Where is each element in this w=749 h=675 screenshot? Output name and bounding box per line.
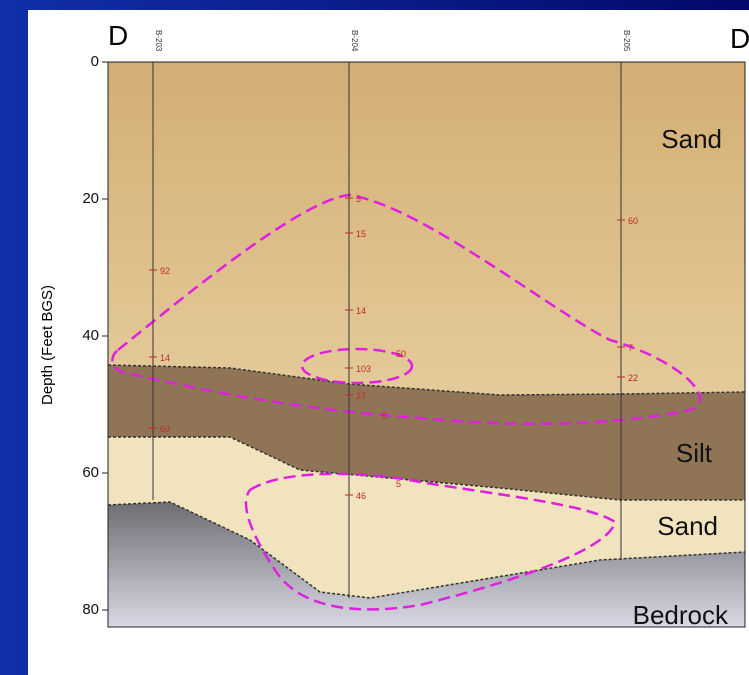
- depth-tick-label: 0: [91, 53, 99, 70]
- boring-label: B-204: [350, 30, 359, 52]
- section-end-label: D': [730, 23, 749, 54]
- contour: [300, 347, 414, 385]
- bedrock: [108, 502, 745, 627]
- lower-sand: [108, 437, 745, 598]
- contour: [244, 472, 617, 611]
- depth-tick-label: 60: [82, 464, 99, 481]
- sample-value: 103: [356, 364, 371, 374]
- depth-tick-label: 40: [82, 327, 99, 344]
- sample-value: 7: [628, 343, 633, 353]
- contours: [111, 193, 702, 611]
- boring-lines: [152, 62, 622, 598]
- sample-value: 5: [356, 194, 361, 204]
- contact-line: [107, 364, 746, 396]
- layer-label: Bedrock: [633, 600, 729, 630]
- sample-value: 60: [628, 216, 638, 226]
- axis-label: Depth (Feet BGS): [39, 285, 56, 405]
- layer-label: Sand: [661, 124, 722, 154]
- section-end-label: D: [108, 20, 128, 51]
- sample-value: 46: [356, 491, 366, 501]
- layers: [107, 61, 746, 628]
- sample-value: 15: [356, 229, 366, 239]
- contour-label: 5: [382, 411, 387, 421]
- sample-value: 92: [160, 266, 170, 276]
- boring-label: B-203: [154, 30, 163, 52]
- layer-label: Silt: [676, 438, 713, 468]
- contour-label: 5: [396, 479, 401, 489]
- sample-value: 27: [356, 391, 366, 401]
- contour-label: 50: [396, 349, 406, 359]
- sample-value: 60: [160, 424, 170, 434]
- sample-value: 14: [356, 306, 366, 316]
- sample-value: 14: [160, 353, 170, 363]
- layer-label: Sand: [657, 511, 718, 541]
- silt: [108, 365, 745, 500]
- sample-value: 22: [628, 373, 638, 383]
- depth-tick-label: 80: [82, 601, 99, 618]
- plot-frame: [107, 61, 746, 628]
- contact-line: [108, 436, 745, 501]
- depth-tick-label: 20: [82, 190, 99, 207]
- contour: [111, 193, 702, 426]
- boring-label: B-205: [622, 30, 631, 52]
- contact-line: [107, 501, 746, 599]
